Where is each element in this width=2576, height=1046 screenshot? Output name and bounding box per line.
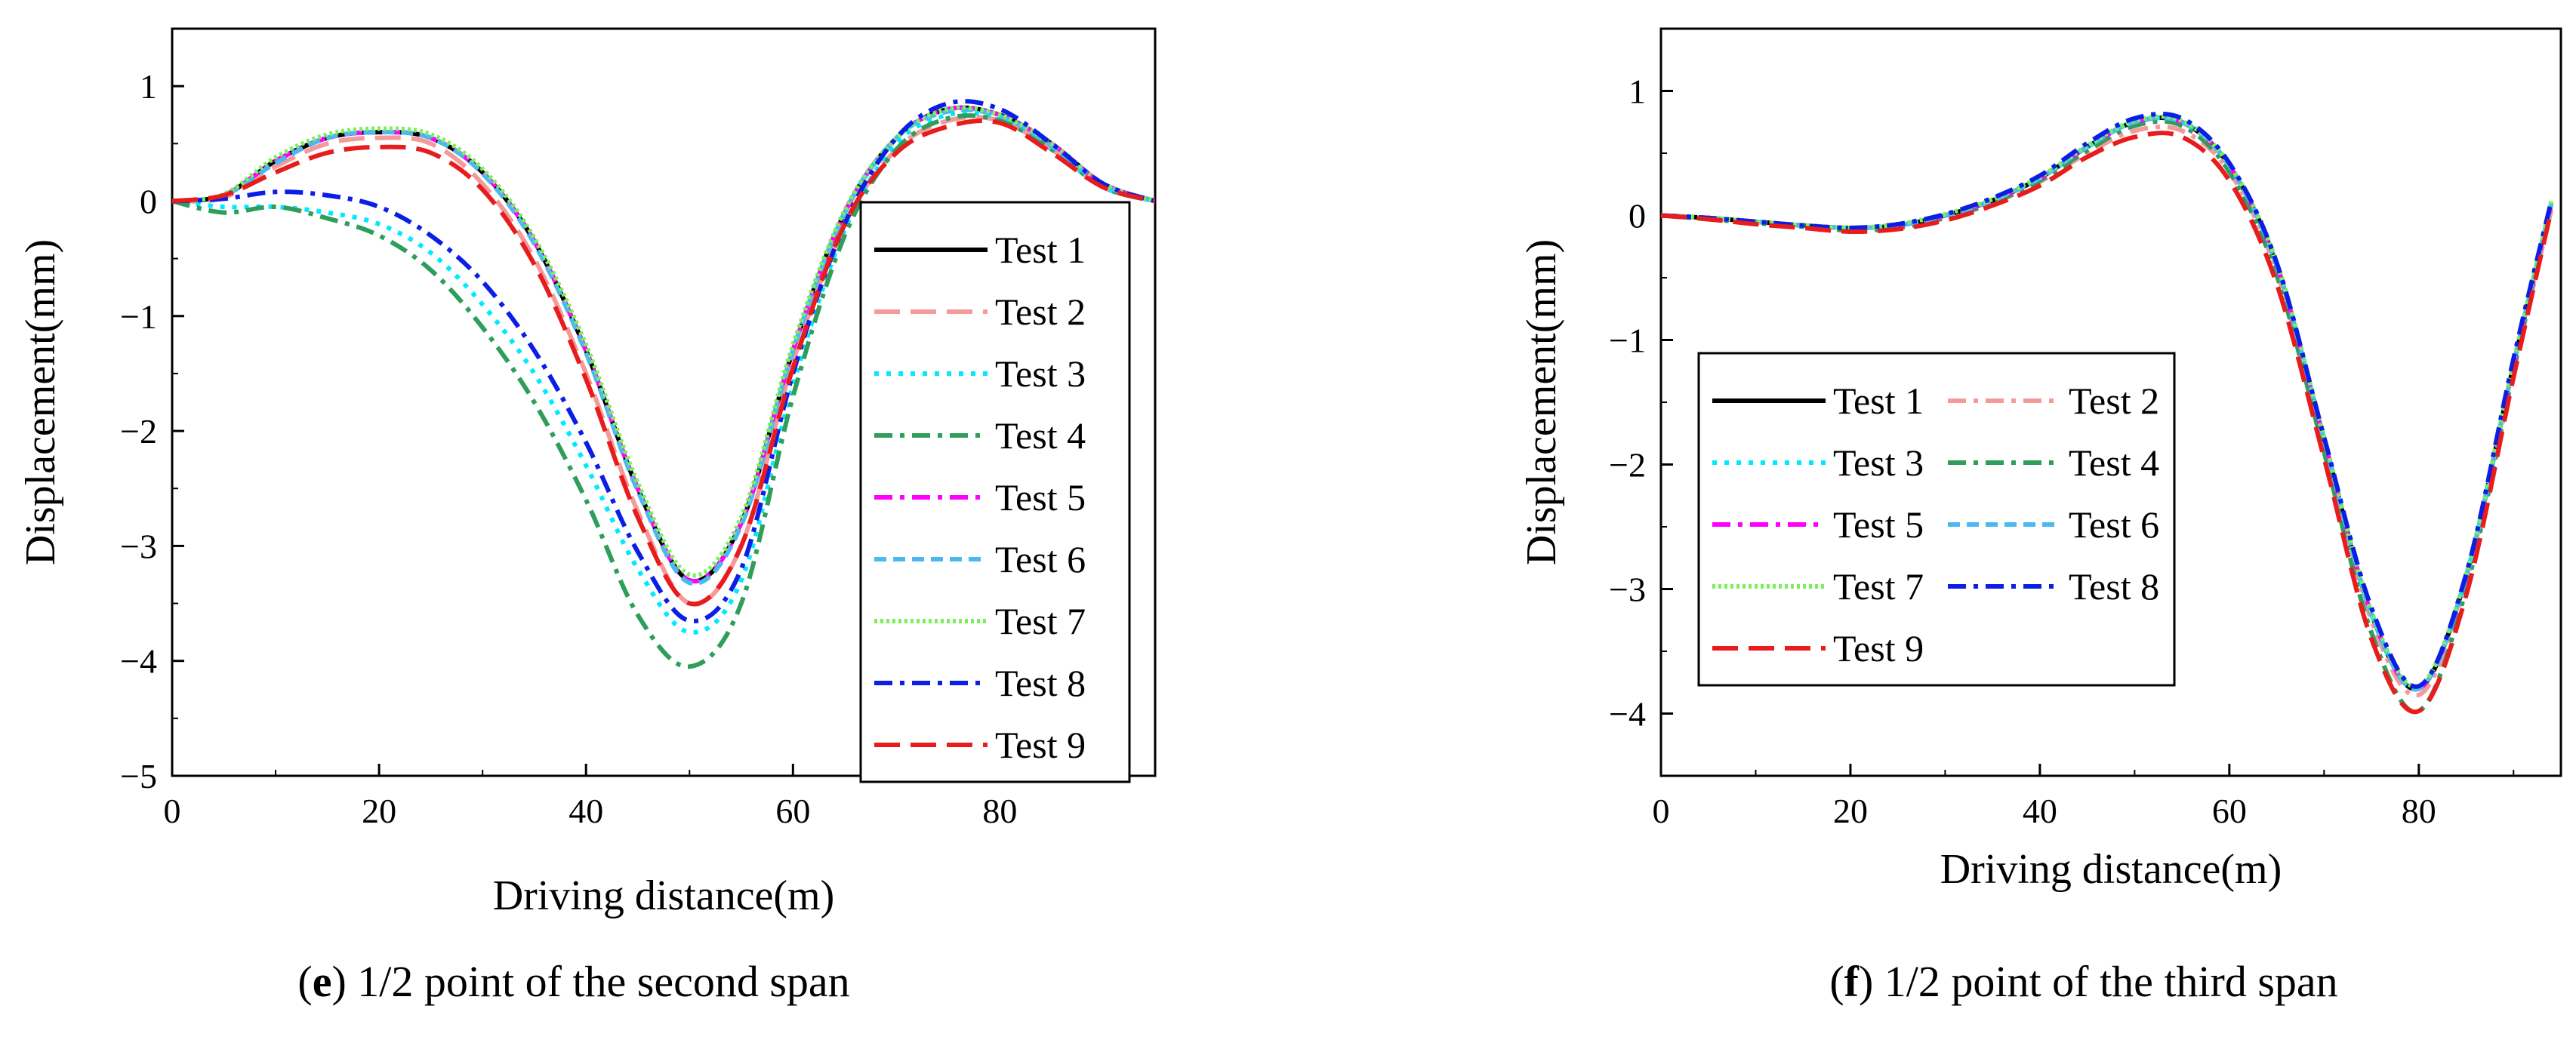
series-line-test-4 xyxy=(172,113,1155,669)
legend-label: Test 1 xyxy=(1833,380,1924,422)
x-tick-label: 40 xyxy=(569,792,603,830)
x-tick-label: 0 xyxy=(164,792,181,830)
plot-frame xyxy=(171,27,1157,777)
series-line-test-6 xyxy=(172,107,1155,586)
x-tick-label: 80 xyxy=(2402,792,2436,830)
legend-label: Test 4 xyxy=(2069,441,2159,484)
y-tick-label: −1 xyxy=(1609,321,1646,360)
y-tick-label: −4 xyxy=(1609,695,1646,734)
x-tick-label: 60 xyxy=(2212,792,2247,830)
y-tick-label: 1 xyxy=(140,67,157,106)
legend-label: Test 4 xyxy=(995,414,1086,457)
legend-label: Test 2 xyxy=(995,291,1086,333)
series-line-test-5 xyxy=(172,105,1155,584)
series-line-test-7 xyxy=(172,105,1155,578)
y-tick-label: −5 xyxy=(120,757,157,795)
legend-box xyxy=(1697,352,2176,687)
series-line-test-8 xyxy=(1661,111,2554,689)
y-tick-label: 1 xyxy=(1628,72,1646,111)
y-axis-title: Displacement(mm) xyxy=(1518,239,1565,565)
legend-label: Test 6 xyxy=(2069,503,2159,546)
y-tick-label: −3 xyxy=(1609,571,1646,609)
legend-label: Test 3 xyxy=(1833,441,1924,484)
x-tick-label: 60 xyxy=(775,792,810,830)
y-tick-label: −2 xyxy=(1609,446,1646,485)
legend-label: Test 6 xyxy=(995,538,1086,580)
y-tick-label: 0 xyxy=(140,182,157,220)
y-tick-label: 0 xyxy=(1628,197,1646,235)
legend-label: Test 9 xyxy=(1833,627,1924,669)
series-line-test-2 xyxy=(172,115,1155,607)
legend-label: Test 5 xyxy=(1833,503,1924,546)
series-line-test-9 xyxy=(1661,131,2554,715)
legend-box xyxy=(859,201,1131,783)
chart-panel-f: 0 20 40 60 80 −4 −3 −2 −1 0 1 Driving distance(m) Di… xyxy=(1518,27,2562,1006)
x-tick-label: 40 xyxy=(2023,792,2057,830)
series-group xyxy=(1661,111,2554,715)
caption-letter: e xyxy=(313,957,332,1006)
x-tick-label: 80 xyxy=(982,792,1017,830)
caption-letter: f xyxy=(1844,957,1860,1006)
legend-label: Test 2 xyxy=(2069,380,2159,422)
series-line-test-9 xyxy=(172,118,1155,607)
y-tick-label: −2 xyxy=(120,412,157,451)
legend-label: Test 7 xyxy=(1833,565,1924,608)
x-axis-title: Driving distance(m) xyxy=(1940,846,2282,893)
x-tick-label: 20 xyxy=(362,792,396,830)
x-tick-label: 20 xyxy=(1833,792,1868,830)
panel-caption: (f) 1/2 point of the third span xyxy=(1829,957,2337,1006)
legend-label: Test 9 xyxy=(995,724,1086,766)
legend-label: Test 5 xyxy=(995,476,1086,518)
legend-label: Test 1 xyxy=(995,229,1086,271)
y-tick-label: −4 xyxy=(120,642,157,681)
panel-caption: (e) 1/2 point of the second span xyxy=(297,957,849,1006)
series-line-test-8 xyxy=(172,99,1155,623)
y-tick-label: −1 xyxy=(120,297,157,336)
legend-label: Test 8 xyxy=(2069,565,2159,608)
legend-label: Test 7 xyxy=(995,600,1086,642)
series-group xyxy=(172,99,1155,669)
chart-panel-e: 0 20 40 60 80 −5 −4 −3 −2 −1 0 1 Driving distance(m)… xyxy=(17,27,1157,1006)
y-axis-title: Displacement(mm) xyxy=(17,239,64,565)
x-tick-label: 0 xyxy=(1653,792,1670,830)
x-axis-title: Driving distance(m) xyxy=(493,872,835,919)
legend-label: Test 3 xyxy=(995,352,1086,395)
y-tick-label: −3 xyxy=(120,527,157,565)
legend-label: Test 8 xyxy=(995,662,1086,704)
